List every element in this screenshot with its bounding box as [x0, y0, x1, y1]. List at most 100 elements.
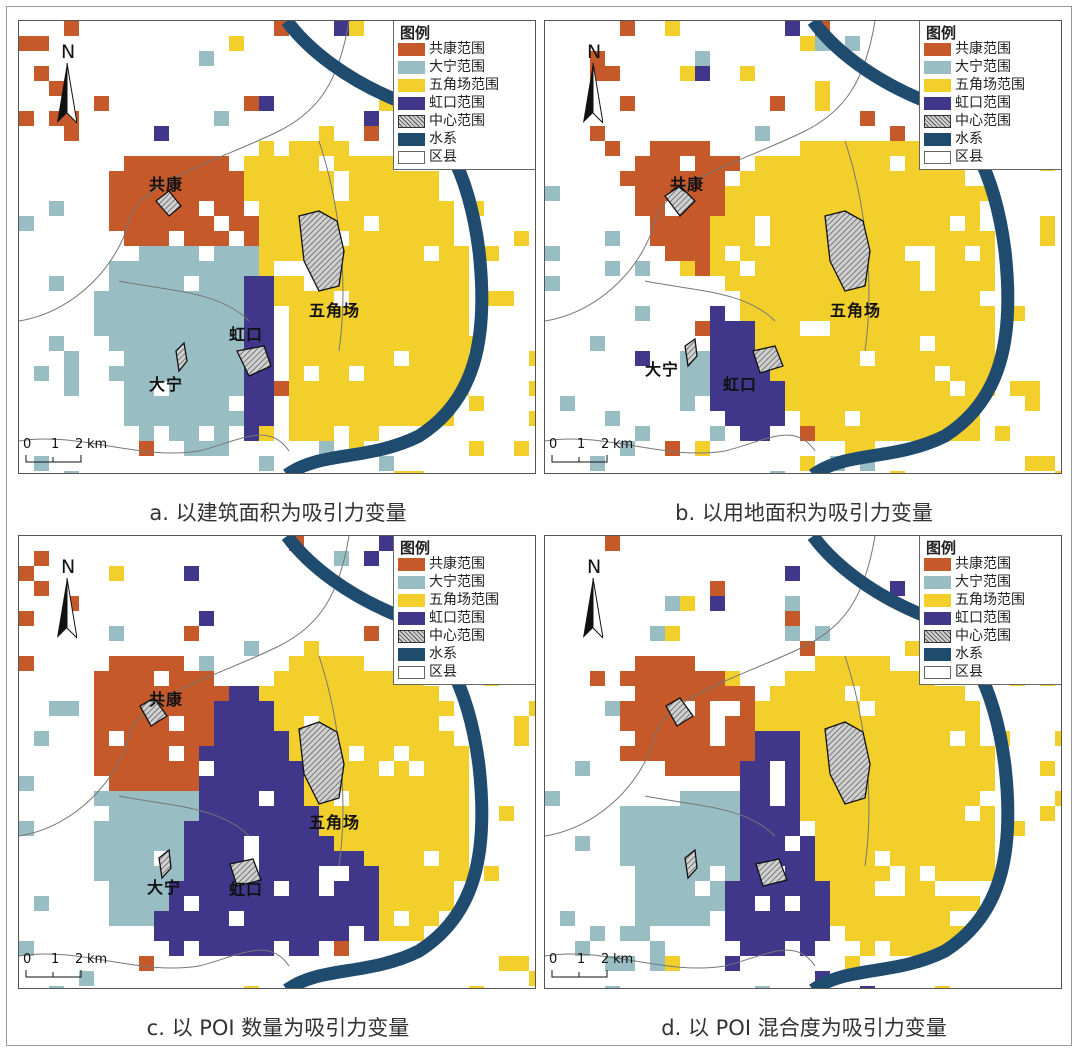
center-area — [229, 858, 262, 887]
grid-cell — [49, 336, 64, 351]
grid-cell — [965, 821, 980, 836]
grid-cell — [710, 261, 725, 276]
grid-cell — [815, 156, 830, 171]
grid-cell — [815, 201, 830, 216]
north-label: N — [587, 41, 602, 63]
grid-cell — [349, 291, 364, 306]
grid-cell — [184, 156, 199, 171]
grid-cell — [905, 716, 920, 731]
grid-cell — [214, 261, 229, 276]
grid-cell — [980, 836, 995, 851]
grid-cell — [725, 396, 740, 411]
place-label-daning: 大宁 — [149, 375, 184, 394]
district-boundary — [545, 434, 816, 454]
grid-cell — [770, 836, 785, 851]
grid-cell — [169, 896, 184, 911]
grid-cell — [965, 836, 980, 851]
grid-cell — [349, 716, 364, 731]
grid-cell — [770, 246, 785, 261]
grid-cell — [214, 336, 229, 351]
grid-cell — [680, 836, 695, 851]
grid-cell — [274, 821, 289, 836]
grid-cell — [349, 381, 364, 396]
grid-cell — [905, 336, 920, 351]
grid-cell — [740, 791, 755, 806]
grid-cell — [740, 686, 755, 701]
grid-cell — [860, 201, 875, 216]
grid-cell — [710, 821, 725, 836]
grid-cell — [214, 426, 229, 441]
grid-cell — [935, 716, 950, 731]
legend-swatch-center — [398, 630, 425, 643]
grid-cell — [740, 731, 755, 746]
grid-cell — [665, 141, 680, 156]
grid-cell — [920, 896, 935, 911]
grid-cell — [139, 396, 154, 411]
center-area — [158, 848, 172, 880]
grid-cell — [64, 21, 79, 36]
grid-cell — [349, 276, 364, 291]
grid-cell — [815, 186, 830, 201]
grid-cell — [169, 761, 184, 776]
grid-cell — [725, 911, 740, 926]
grid-cell — [1040, 761, 1055, 776]
grid-cell — [214, 686, 229, 701]
grid-cell — [935, 851, 950, 866]
grid-cell — [875, 396, 890, 411]
grid-cell — [635, 866, 650, 881]
district-boundary — [118, 280, 250, 322]
grid-cell — [139, 231, 154, 246]
grid-cell — [379, 396, 394, 411]
grid-cell — [274, 926, 289, 941]
grid-cell — [890, 471, 905, 473]
grid-cell — [184, 761, 199, 776]
grid-cell — [229, 686, 244, 701]
grid-cell — [890, 351, 905, 366]
grid-cell — [965, 426, 980, 441]
center-area — [665, 697, 694, 727]
grid-cell — [139, 851, 154, 866]
grid-cell — [244, 246, 259, 261]
grid-cell — [409, 201, 424, 216]
panel-caption-c: c. 以 POI 数量为吸引力变量 — [146, 1016, 410, 1040]
scale-unit: km — [613, 952, 634, 967]
grid-cell — [770, 171, 785, 186]
grid-cell — [199, 291, 214, 306]
grid-cell — [695, 66, 710, 81]
legend-swatch-daning — [924, 61, 951, 74]
grid-cell — [845, 896, 860, 911]
grid-cell — [830, 851, 845, 866]
grid-cell — [424, 716, 439, 731]
legend-item-district: 区县 — [398, 664, 534, 682]
scale-tick-0: 0 — [23, 952, 32, 967]
grid-cell — [950, 701, 965, 716]
grid-cell — [785, 396, 800, 411]
grid-cell — [665, 821, 680, 836]
grid-cell — [815, 851, 830, 866]
grid-cell — [665, 686, 680, 701]
grid-cell — [650, 821, 665, 836]
grid-cell — [49, 201, 64, 216]
grid-cell — [785, 201, 800, 216]
legend-label-water: 水系 — [955, 646, 983, 662]
grid-cell — [259, 231, 274, 246]
grid-cell — [890, 261, 905, 276]
grid-cell — [695, 866, 710, 881]
panel-caption-a: a. 以建筑面积为吸引力变量 — [149, 501, 407, 525]
grid-cell — [409, 926, 424, 941]
grid-cell — [364, 926, 379, 941]
grid-cell — [980, 231, 995, 246]
grid-cell — [935, 686, 950, 701]
grid-cell — [740, 216, 755, 231]
grid-cell — [229, 821, 244, 836]
legend-title: 图例 — [400, 539, 431, 557]
grid-cell — [184, 366, 199, 381]
legend-label-hongkou: 虹口范围 — [429, 95, 485, 111]
grid-cell — [289, 686, 304, 701]
grid-cell — [154, 366, 169, 381]
grid-cell — [244, 911, 259, 926]
grid-cell — [605, 701, 620, 716]
grid-cell — [785, 806, 800, 821]
grid-cell — [319, 321, 334, 336]
grid-cell — [334, 941, 349, 956]
